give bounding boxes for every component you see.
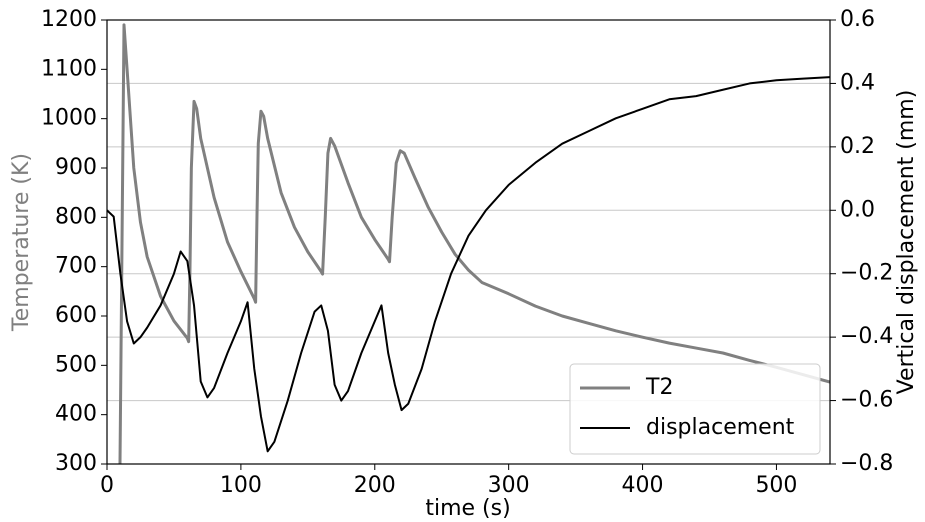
series-line: [118, 23, 831, 465]
x-tick-label: 500: [755, 473, 797, 498]
y-tick-label: 500: [55, 352, 97, 377]
y2-tick-label: −0.8: [840, 451, 893, 476]
legend-label: T2: [645, 375, 673, 400]
lines: [106, 23, 831, 465]
x-tick-label: 300: [488, 473, 530, 498]
y2-tick-label: −0.2: [840, 261, 893, 286]
y2-axis-label: Vertical displacement (mm): [894, 90, 919, 395]
x-tick-label: 400: [622, 473, 664, 498]
grid: [107, 19, 830, 465]
y-tick-label: 600: [55, 303, 97, 328]
x-tick-label: 100: [220, 473, 262, 498]
y-tick-label: 1100: [41, 56, 97, 81]
legend: T2 displacement: [569, 363, 821, 455]
y2-tick-label: −0.4: [840, 324, 893, 349]
y-tick-label: 700: [55, 254, 97, 279]
legend-box: [569, 363, 821, 455]
y-tick-label: 900: [55, 155, 97, 180]
plot-frame: [106, 19, 831, 465]
y-tick-label: 400: [55, 402, 97, 427]
y-tick-label: 300: [55, 451, 97, 476]
y2-tick-label: 0.6: [840, 7, 875, 32]
x-axis-label: time (s): [425, 496, 510, 521]
x-tick-label: 200: [354, 473, 396, 498]
y-tick-label: 1000: [41, 106, 97, 131]
series-line: [106, 76, 831, 453]
legend-label: displacement: [646, 415, 795, 440]
y2-tick-label: 0.2: [840, 134, 875, 159]
y2-tick-label: −0.6: [840, 388, 893, 413]
ticks: 0 100 200 300 400 500 300 400 500 600 700 800 900 100…: [41, 7, 893, 498]
y-tick-label: 1200: [41, 7, 97, 32]
x-tick-label: 0: [100, 473, 114, 498]
y-tick-label: 800: [55, 204, 97, 229]
y2-tick-label: 0.4: [840, 70, 875, 95]
y-axis-label: Temperature (K): [9, 153, 34, 332]
y2-tick-label: 0.0: [840, 197, 875, 222]
